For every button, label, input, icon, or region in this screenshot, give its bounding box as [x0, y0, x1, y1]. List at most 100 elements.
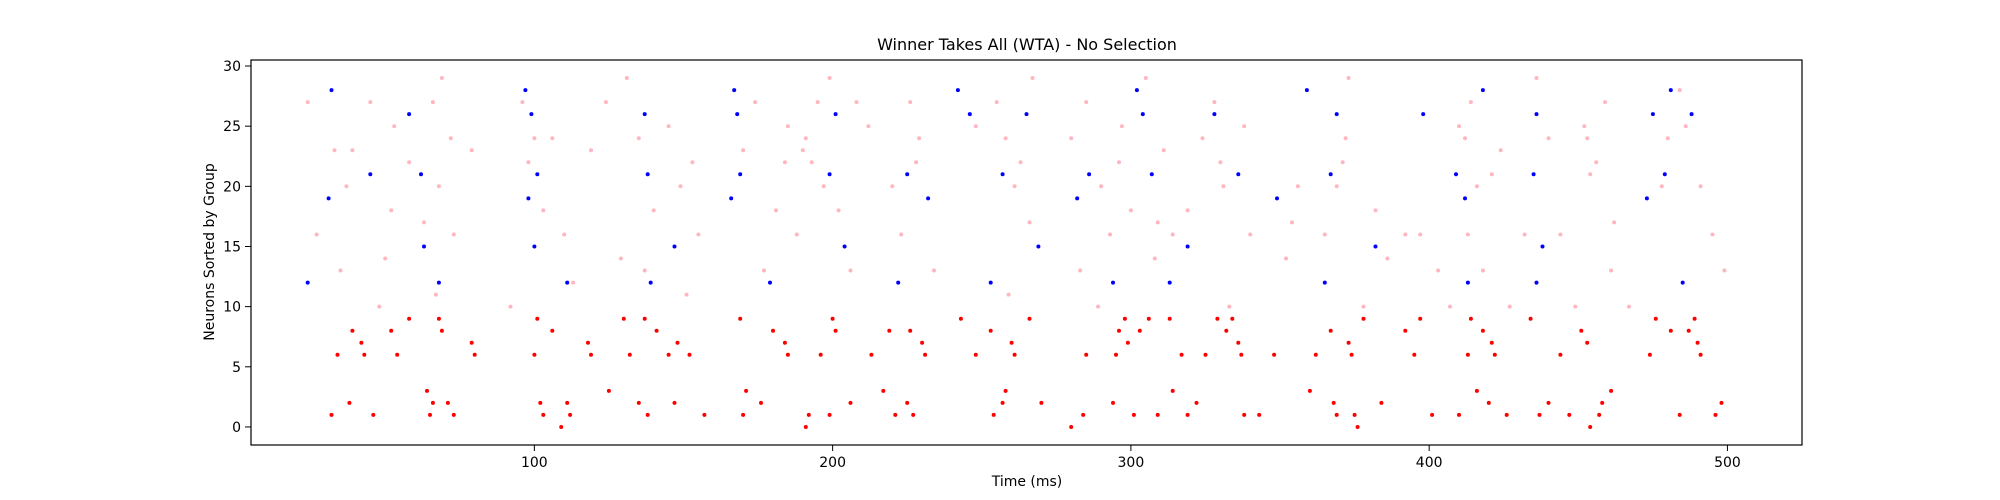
spike-point — [1627, 304, 1631, 309]
x-tick-label: 400 — [1416, 455, 1443, 471]
spike-point — [1588, 172, 1593, 177]
spike-point — [1027, 316, 1032, 321]
spike-point — [911, 412, 916, 417]
spike-point — [1480, 88, 1485, 93]
spike-point — [821, 184, 826, 189]
spike-point — [1218, 160, 1223, 165]
spike-point — [1531, 172, 1536, 177]
spike-point — [666, 352, 671, 357]
spike-point — [1463, 136, 1467, 141]
spike-point — [782, 340, 787, 345]
spike-point — [759, 400, 763, 405]
spike-point — [785, 352, 790, 357]
spike-point — [1650, 112, 1655, 117]
spike-point — [651, 208, 656, 213]
spike-point — [1600, 400, 1605, 405]
spike-point — [833, 328, 838, 333]
spike-point — [642, 112, 647, 117]
spike-point — [1352, 412, 1357, 417]
spike-point — [1099, 184, 1104, 189]
spike-point — [305, 100, 310, 105]
spike-point — [1349, 352, 1354, 357]
spike-point — [1012, 184, 1017, 189]
spike-point — [448, 136, 453, 141]
spike-point — [1346, 340, 1351, 345]
spike-point — [1430, 412, 1435, 417]
spike-point — [958, 316, 963, 321]
spike-point — [1403, 328, 1408, 333]
spike-point — [1170, 232, 1175, 237]
spike-point — [314, 232, 319, 237]
spike-point — [436, 280, 441, 285]
spike-point — [329, 412, 334, 417]
spike-point — [422, 220, 426, 225]
spike-point — [520, 100, 525, 105]
spike-point — [368, 100, 373, 105]
spike-point — [1558, 352, 1563, 357]
spike-point — [1170, 388, 1175, 393]
spike-point — [1212, 100, 1217, 105]
spike-point — [1540, 244, 1545, 249]
spike-point — [532, 352, 537, 357]
spike-point — [890, 184, 895, 189]
spike-point — [735, 112, 740, 117]
spike-point — [586, 340, 590, 345]
spike-point — [1179, 352, 1184, 357]
spike-point — [893, 412, 898, 417]
spike-point — [329, 88, 334, 93]
spike-point — [1457, 124, 1461, 129]
spike-point — [1534, 76, 1539, 80]
spike-point — [1698, 352, 1703, 357]
spike-point — [1307, 388, 1312, 393]
spike-point — [1722, 268, 1727, 273]
spike-point — [1465, 352, 1470, 357]
spike-point — [1522, 232, 1527, 237]
spike-point — [606, 388, 611, 393]
spike-point — [1194, 400, 1199, 405]
spike-point — [1644, 196, 1649, 201]
spike-point — [1603, 100, 1608, 105]
spike-point — [395, 352, 400, 357]
spike-point — [1114, 352, 1118, 357]
spike-point — [1507, 304, 1512, 309]
spike-point — [1012, 352, 1017, 357]
spike-point — [562, 232, 567, 237]
spike-point — [1361, 304, 1366, 309]
spike-point — [666, 124, 671, 129]
spike-point — [433, 292, 438, 297]
spike-point — [344, 184, 349, 189]
spike-point — [350, 328, 355, 333]
spike-point — [1143, 76, 1148, 80]
y-tick-label: 20 — [223, 179, 241, 195]
spike-point — [1328, 172, 1333, 177]
spike-point — [1468, 316, 1473, 321]
spike-point — [621, 316, 626, 321]
spike-point — [1000, 172, 1005, 177]
spike-point — [771, 328, 775, 333]
y-tick-label: 15 — [223, 239, 241, 255]
spike-point — [744, 388, 749, 393]
spike-point — [1668, 328, 1673, 333]
spike-point — [371, 412, 376, 417]
spike-point — [1486, 400, 1491, 405]
spike-point — [645, 172, 650, 177]
spike-point — [1537, 412, 1542, 417]
spike-point — [1137, 328, 1142, 333]
spike-point — [383, 256, 388, 261]
spike-point — [1492, 352, 1497, 357]
x-tick-label: 500 — [1714, 455, 1741, 471]
spike-point — [1117, 328, 1121, 333]
spike-point — [559, 425, 564, 429]
spike-point — [1027, 220, 1032, 225]
spike-point — [1167, 316, 1172, 321]
y-axis-label: Neurons Sorted by Group — [202, 163, 218, 341]
spike-point — [1677, 88, 1682, 93]
spike-point — [908, 100, 913, 105]
spike-point — [729, 196, 734, 201]
spike-point — [1686, 328, 1691, 333]
spike-point — [1665, 136, 1670, 141]
spike-point — [1373, 244, 1378, 249]
spike-point — [687, 352, 692, 357]
spike-point — [1609, 388, 1614, 393]
spike-point — [1257, 412, 1262, 417]
